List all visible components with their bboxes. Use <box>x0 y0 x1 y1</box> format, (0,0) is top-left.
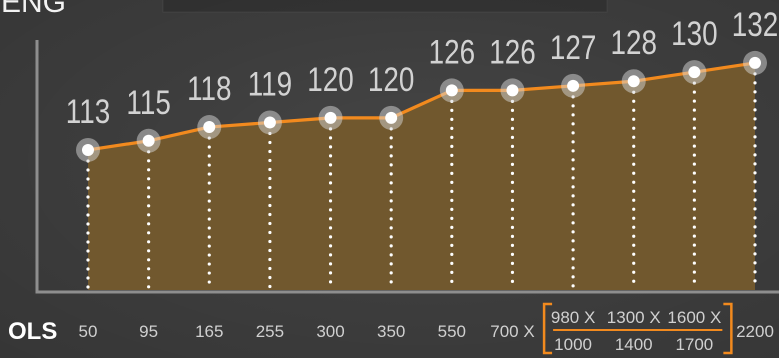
x-tick-label: 95 <box>139 322 158 341</box>
data-point <box>749 56 761 69</box>
data-point <box>324 111 337 124</box>
value-label: 115 <box>126 83 170 121</box>
x-tick-label: 550 <box>438 322 466 341</box>
x-tick-sublabel: 1400 <box>615 335 653 354</box>
x-tick-label: 980 X <box>551 308 595 327</box>
data-point <box>506 84 519 97</box>
x-tick-label: 300 <box>316 322 344 341</box>
data-point <box>142 134 155 147</box>
faded-banner <box>162 0 608 13</box>
x-tick-label: 700 X <box>490 322 534 341</box>
page-title: ENG <box>1 0 66 19</box>
bracket-right <box>723 302 733 355</box>
data-point <box>82 143 94 156</box>
value-label: 130 <box>671 14 718 52</box>
category-bracket-group <box>542 302 733 355</box>
area-series <box>88 62 755 291</box>
x-tick-label: 350 <box>377 322 405 341</box>
x-tick-label: 2200 <box>736 322 774 341</box>
data-point <box>445 84 458 97</box>
data-point <box>567 79 580 92</box>
value-label: 132 <box>732 5 779 43</box>
value-label: 127 <box>550 28 597 66</box>
x-axis-title: OLS <box>8 318 57 345</box>
data-point <box>385 111 398 124</box>
x-tick-label: 1300 X <box>607 308 661 327</box>
bracket-left <box>542 302 553 355</box>
x-tick-label: 1600 X <box>667 308 721 327</box>
area-fill <box>88 62 755 291</box>
x-tick-sublabel: 1000 <box>554 335 592 354</box>
x-tick-label: 165 <box>195 322 223 341</box>
x-tick-label: 50 <box>79 322 98 341</box>
drop-lines <box>86 72 757 289</box>
data-point <box>688 66 701 79</box>
data-point <box>203 121 216 134</box>
data-point <box>263 116 276 129</box>
value-label: 126 <box>429 33 476 71</box>
value-label: 118 <box>187 69 231 107</box>
value-label: 120 <box>368 60 415 98</box>
value-label: 120 <box>307 60 354 98</box>
x-tick-sublabel: 1700 <box>675 335 713 354</box>
value-label: 113 <box>66 92 110 130</box>
axes <box>35 40 779 294</box>
value-labels: 113 115 118 119 120 120 126 126 127 128 130 132 <box>66 5 778 130</box>
x-tick-label: 255 <box>256 322 284 341</box>
value-label: 128 <box>610 24 657 62</box>
data-point <box>627 75 640 88</box>
x-tick-labels: 50 95 165 255 300 350 550 700 X 980 X 1000 1300 X 1… <box>79 308 774 354</box>
value-label: 126 <box>489 33 536 71</box>
value-label: 119 <box>248 65 292 103</box>
data-points <box>76 50 767 162</box>
